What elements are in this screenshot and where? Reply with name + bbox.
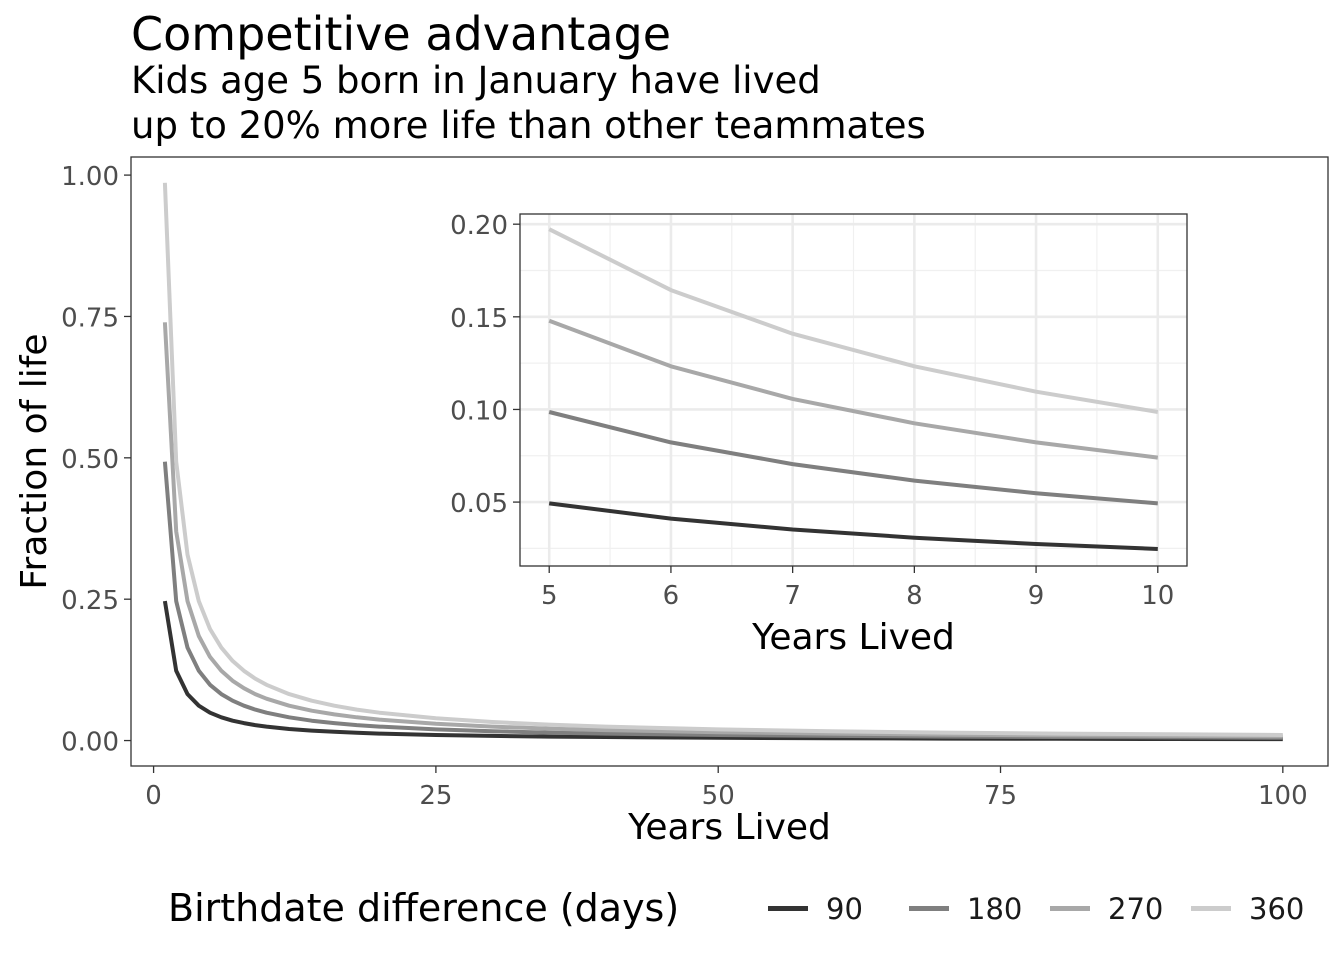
x-tick-label: 9 xyxy=(1028,581,1045,611)
legend-title: Birthdate difference (days) xyxy=(168,886,680,930)
y-tick-label: 0.25 xyxy=(61,586,119,616)
legend: Birthdate difference (days) 90 180 270 360 xyxy=(168,880,1318,936)
series-line-180 xyxy=(548,410,1158,506)
series-line-90 xyxy=(548,501,1158,551)
x-tick-label: 0 xyxy=(145,781,162,811)
inset-x-ticks: 5 6 7 8 9 10 xyxy=(541,566,1174,611)
y-tick-label: 0.05 xyxy=(450,489,508,519)
legend-label: 360 xyxy=(1249,892,1305,926)
legend-label: 180 xyxy=(967,892,1023,926)
subtitle-line-1: Kids age 5 born in January have lived xyxy=(131,59,821,102)
series-line-360 xyxy=(548,227,1159,414)
series-line-270 xyxy=(162,322,1283,739)
chart-title: Competitive advantage xyxy=(131,7,672,61)
x-tick-label: 8 xyxy=(906,581,923,611)
main-x-ticks: 0 25 50 75 100 xyxy=(145,766,1308,811)
inset-plot: 5 6 7 8 9 10 0.05 0.10 0.15 0.20 Years Lived xyxy=(450,211,1188,658)
subtitle-line-2: up to 20% more life than other teammates xyxy=(131,104,926,147)
chart-subtitle: Kids age 5 born in January have lived up… xyxy=(131,58,926,148)
legend-swatch xyxy=(768,906,808,911)
y-tick-label: 0.10 xyxy=(450,396,508,426)
legend-label: 270 xyxy=(1108,892,1164,926)
legend-swatch xyxy=(1050,906,1090,911)
x-tick-label: 10 xyxy=(1141,581,1174,611)
series-line-270 xyxy=(548,318,1159,460)
inset-x-axis-label: Years Lived xyxy=(751,617,955,658)
x-tick-label: 7 xyxy=(784,581,801,611)
x-tick-label: 100 xyxy=(1258,781,1308,811)
inset-border xyxy=(519,213,1188,567)
y-tick-label: 0.00 xyxy=(61,728,119,758)
main-series xyxy=(162,182,1283,742)
x-tick-label: 25 xyxy=(419,781,452,811)
x-tick-label: 6 xyxy=(663,581,680,611)
legend-swatch xyxy=(909,906,949,911)
inset-grid xyxy=(520,214,1187,566)
main-x-axis-label: Years Lived xyxy=(627,807,831,848)
main-border xyxy=(130,156,1329,767)
y-tick-label: 1.00 xyxy=(61,162,119,192)
series-line-180 xyxy=(162,461,1283,740)
x-tick-label: 5 xyxy=(541,581,558,611)
inset-y-ticks: 0.05 0.10 0.15 0.20 xyxy=(450,211,520,519)
series-line-90 xyxy=(162,600,1283,742)
y-tick-label: 0.75 xyxy=(61,303,119,333)
y-tick-label: 0.15 xyxy=(450,304,508,334)
legend-swatch xyxy=(1191,906,1231,911)
y-tick-label: 0.20 xyxy=(450,211,508,241)
x-tick-label: 75 xyxy=(984,781,1017,811)
inset-series xyxy=(548,227,1159,551)
y-tick-label: 0.50 xyxy=(61,445,119,475)
main-y-axis-label: Fraction of life xyxy=(14,333,55,589)
series-line-360 xyxy=(162,182,1283,737)
legend-label: 90 xyxy=(826,892,863,926)
x-tick-label: 50 xyxy=(702,781,735,811)
main-y-ticks: 0.00 0.25 0.50 0.75 1.00 xyxy=(61,162,131,758)
